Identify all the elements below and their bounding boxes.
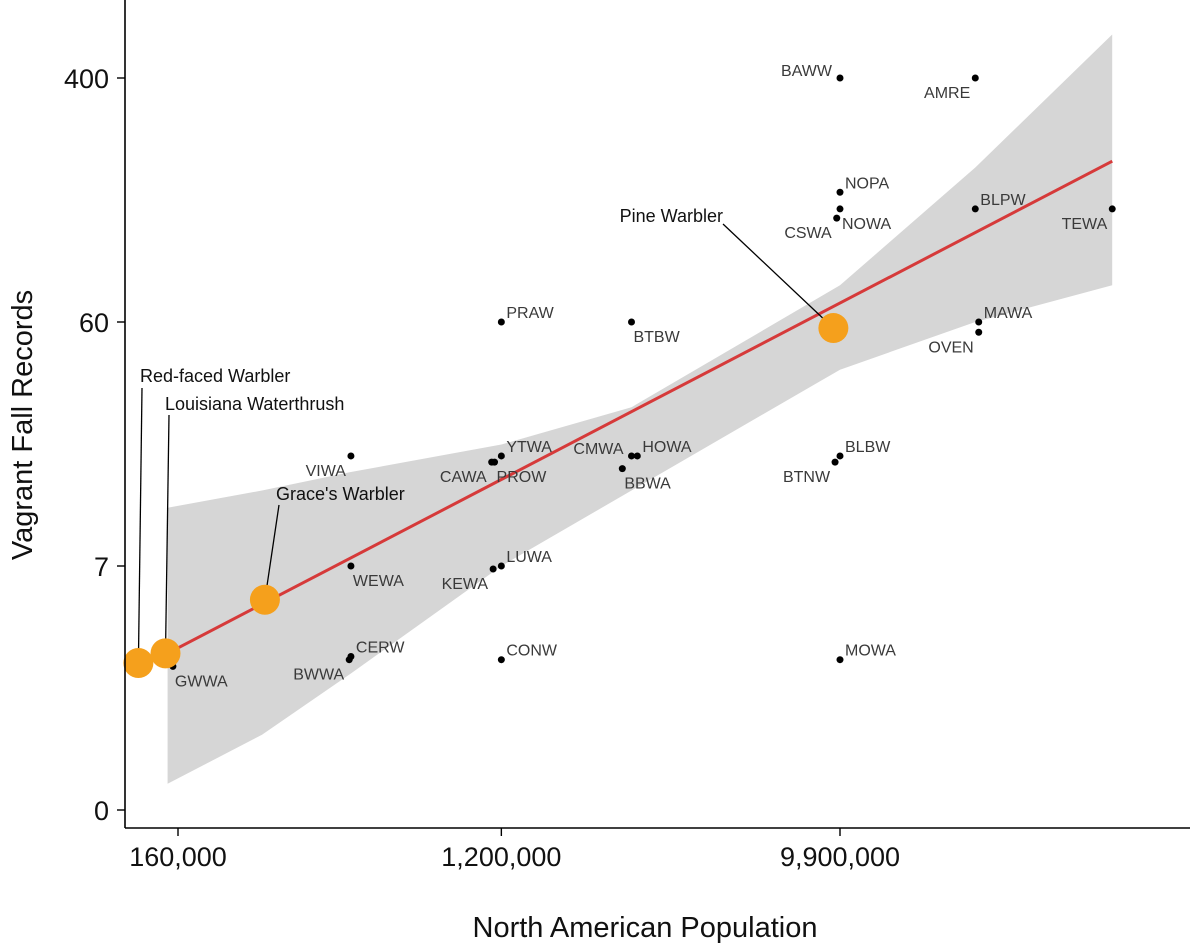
point-wewa <box>347 562 355 570</box>
point-blbw <box>836 452 844 460</box>
point-cawa <box>488 458 496 466</box>
callout-line-pine-warbler <box>722 223 834 329</box>
y-axis-title: Vagrant Fall Records <box>7 290 39 560</box>
x-tick-label-160000: 160,000 <box>129 842 227 872</box>
highlight-point-red-faced-warbler <box>123 648 154 679</box>
point-label-bbwa: BBWA <box>624 476 671 493</box>
point-label-cawa: CAWA <box>440 469 487 486</box>
callout-label-red-faced-warbler: Red-faced Warbler <box>140 366 290 386</box>
point-bbwa <box>618 465 626 473</box>
point-ytwa <box>497 452 505 460</box>
callout-line-grace-s-warbler <box>264 504 280 600</box>
point-mowa <box>836 656 844 664</box>
point-label-bwwa: BWWA <box>293 667 344 684</box>
point-label-mowa: MOWA <box>845 643 896 660</box>
point-label-gwwa: GWWA <box>175 673 228 690</box>
y-tick-label-400: 400 <box>64 64 109 94</box>
point-label-nopa: NOPA <box>845 175 889 192</box>
point-label-cswa: CSWA <box>784 225 832 242</box>
point-label-kewa: KEWA <box>442 576 489 593</box>
point-label-oven: OVEN <box>928 339 973 356</box>
point-tewa <box>1108 205 1116 213</box>
point-btbw <box>627 318 635 326</box>
point-label-viwa: VIWA <box>306 463 347 480</box>
point-cmwa <box>627 452 635 460</box>
point-howa <box>633 452 641 460</box>
y-tick-label-0: 0 <box>94 796 109 826</box>
callout-label-louisiana-waterthrush: Louisiana Waterthrush <box>165 394 344 414</box>
y-tick-label-60: 60 <box>79 308 109 338</box>
callout-line-louisiana-waterthrush <box>164 414 170 654</box>
axes-layer <box>124 0 1190 829</box>
points-layer: BAWW AMRE NOPA NOWA CSWA BLPW TEWA PRAW BTBW MAWA… <box>169 63 1116 690</box>
fit-line <box>166 159 1113 655</box>
point-label-tewa: TEWA <box>1062 216 1108 233</box>
point-label-cmwa: CMWA <box>573 441 623 458</box>
point-label-btnw: BTNW <box>783 469 831 486</box>
point-label-cerw: CERW <box>356 639 405 656</box>
point-cswa <box>833 214 841 222</box>
ticks-layer: 160,000 1,200,000 9,900,000 0 7 60 400 <box>64 64 900 872</box>
point-label-baww: BAWW <box>781 63 833 80</box>
point-conw <box>497 656 505 664</box>
point-label-mawa: MAWA <box>984 305 1033 322</box>
highlight-point-grace-s-warbler <box>249 584 280 615</box>
point-label-blpw: BLPW <box>980 192 1026 209</box>
point-viwa <box>347 452 355 460</box>
point-label-howa: HOWA <box>642 439 692 456</box>
x-tick-label-1200000: 1,200,000 <box>441 842 561 872</box>
point-mawa <box>975 318 983 326</box>
point-nowa <box>836 205 844 213</box>
point-baww <box>836 74 844 82</box>
callout-label-pine-warbler: Pine Warbler <box>620 206 723 226</box>
point-label-ytwa: YTWA <box>506 439 552 456</box>
point-label-wewa: WEWA <box>353 573 404 590</box>
point-praw <box>497 318 505 326</box>
point-btnw <box>831 458 839 466</box>
point-label-conw: CONW <box>506 643 558 660</box>
callout-label-grace-s-warbler: Grace's Warbler <box>276 484 405 504</box>
point-label-amre: AMRE <box>924 85 970 102</box>
point-blpw <box>971 205 979 213</box>
point-amre <box>971 74 979 82</box>
x-tick-label-9900000: 9,900,000 <box>780 842 900 872</box>
point-label-prow: PROW <box>497 469 548 486</box>
highlight-point-pine-warbler <box>818 313 849 344</box>
confidence-band <box>167 34 1113 784</box>
callout-line-red-faced-warbler <box>137 387 143 664</box>
point-nopa <box>836 188 844 196</box>
point-label-praw: PRAW <box>506 305 554 322</box>
point-bwwa <box>345 656 353 664</box>
y-tick-label-7: 7 <box>94 552 109 582</box>
point-kewa <box>489 565 497 573</box>
x-axis-title: North American Population <box>473 912 818 944</box>
point-label-nowa: NOWA <box>842 216 892 233</box>
point-label-blbw: BLBW <box>845 439 891 456</box>
callouts-layer: Pine Warbler Grace's Warbler Louisiana Wat… <box>123 206 849 679</box>
point-luwa <box>497 562 505 570</box>
point-label-btbw: BTBW <box>633 329 680 346</box>
point-oven <box>975 328 983 336</box>
highlight-point-louisiana-waterthrush <box>150 638 181 669</box>
point-label-luwa: LUWA <box>506 549 552 566</box>
